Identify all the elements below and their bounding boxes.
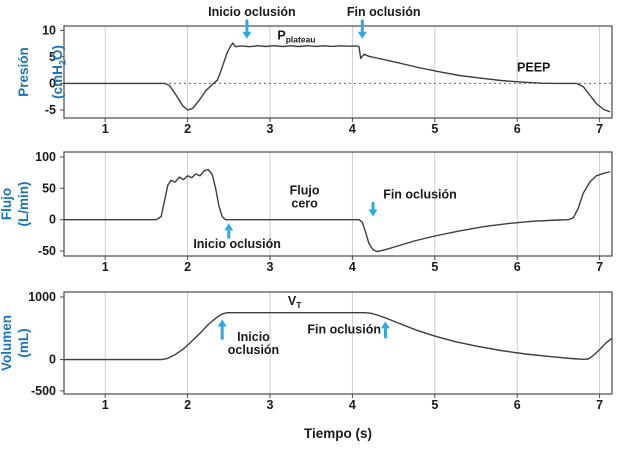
y-tick-label: 100	[35, 150, 56, 164]
x-tick-label: 2	[184, 398, 191, 412]
gridlines	[104, 292, 601, 394]
y-tick-label: 0	[49, 353, 56, 367]
y-tick-label: 1000	[28, 290, 56, 304]
volume-chart: 1 2 3 4 5 6 7 -500 0 1000 VT Inicio oclusión Fin oclu…	[28, 290, 613, 412]
fin-occlusion-arrow	[380, 321, 390, 339]
x-tick-label: 4	[349, 122, 356, 136]
vt-label: VT	[288, 294, 302, 310]
x-tick-label: 4	[349, 398, 356, 412]
x-tick-label: 6	[514, 122, 521, 136]
pressure-axis-label: Presión (cmH2O)	[0, 7, 68, 137]
y-tick-label: 0	[49, 76, 56, 90]
inicio-occlusion-arrow	[242, 19, 252, 39]
x-tick-label: 2	[184, 122, 191, 136]
inicio-occlusion-label: Inicio oclusión	[193, 237, 281, 251]
charts-column: 1 2 3 4 5 6 7 -5 0 5 10 Inicio oclusión Fin oclusión…	[28, 5, 613, 441]
x-tick-label: 7	[596, 398, 603, 412]
inicio-occlusion-arrow	[217, 319, 227, 340]
x-tick-label: 3	[267, 122, 274, 136]
x-tick-label: 5	[431, 122, 438, 136]
x-tick-label: 3	[267, 398, 274, 412]
x-tick-label: 5	[431, 260, 438, 274]
x-tick-label: 2	[184, 260, 191, 274]
pressure-chart: 1 2 3 4 5 6 7 -5 0 5 10 Inicio oclusión Fin oclusión…	[42, 5, 613, 136]
plot-border	[63, 151, 613, 257]
gridlines	[104, 26, 601, 118]
x-tick-label: 1	[102, 122, 109, 136]
inicio-occlusion-arrow	[224, 223, 234, 239]
flow-axis-label: Flujo (L/min)	[0, 181, 31, 227]
presion-waveform	[63, 42, 611, 113]
fin-occlusion-arrow	[357, 19, 367, 39]
time-axis-label: Tiempo (s)	[303, 426, 372, 441]
flow-chart: 1 2 3 4 5 6 7 -50 0 50 100 Flujo cero Fin oclusión Ini…	[35, 150, 613, 274]
x-tick-label: 1	[102, 260, 109, 274]
inicio-occlusion-label: Inicio oclusión	[228, 330, 279, 357]
x-tick-label: 6	[514, 398, 521, 412]
y-tick-label: 5	[49, 50, 56, 64]
y-tick-label: -5	[45, 103, 56, 117]
pressure-unit-suffix: O)	[50, 45, 65, 61]
fin-occlusion-label: Fin oclusión	[347, 5, 421, 19]
fin-occlusion-label: Fin oclusión	[307, 322, 381, 336]
gridlines	[104, 152, 601, 256]
x-tick-label: 7	[596, 122, 603, 136]
pressure-axis-label-line1: Presión	[16, 47, 31, 97]
volumen-waveform	[63, 312, 612, 361]
x-tick-label: 7	[596, 260, 603, 274]
plot-border	[63, 25, 613, 119]
x-tick-label: 1	[102, 398, 109, 412]
flujo-cero-label: Flujo cero	[290, 184, 320, 211]
x-tick-label: 5	[431, 398, 438, 412]
x-tick-label: 6	[514, 260, 521, 274]
pressure-unit-subscript: 2	[57, 60, 68, 66]
y-tick-label: 10	[42, 23, 56, 37]
plot-border	[63, 291, 613, 395]
peep-label: PEEP	[517, 61, 550, 75]
y-tick-label: 0	[49, 213, 56, 227]
flujo-waveform	[63, 168, 611, 253]
volume-axis-label: Volumen (mL)	[0, 315, 31, 372]
x-tick-label: 4	[349, 260, 356, 274]
pressure-axis-label-line2: (cmH2O)	[49, 7, 72, 137]
y-tick-label: 50	[42, 181, 56, 195]
pressure-unit-prefix: (cmH	[50, 65, 65, 99]
p-plateau-label: Pplateau	[277, 28, 315, 44]
x-tick-label: 3	[267, 260, 274, 274]
y-tick-label: -500	[31, 384, 56, 398]
inicio-occlusion-label: Inicio oclusión	[208, 5, 296, 19]
fin-occlusion-label: Fin oclusión	[383, 187, 457, 201]
fin-occlusion-arrow	[368, 202, 378, 217]
y-tick-label: -50	[38, 244, 56, 258]
